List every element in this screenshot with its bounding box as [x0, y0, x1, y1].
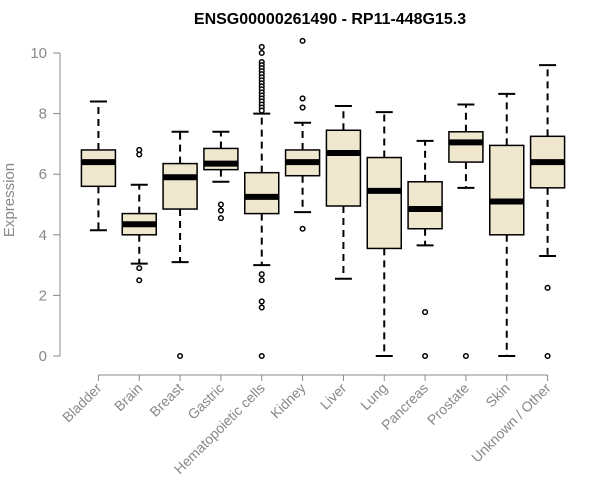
x-tick-label: Prostate [424, 380, 472, 428]
outlier-point [217, 201, 224, 208]
outlier-point [299, 104, 306, 111]
boxes-group [80, 37, 566, 360]
box-iqr [407, 181, 443, 230]
box-skin [489, 92, 525, 357]
box-breast [162, 130, 198, 360]
outlier-point [258, 352, 265, 360]
outlier-point [422, 309, 429, 316]
x-tick-label: Brain [111, 380, 145, 414]
y-tick-label: 0 [39, 348, 47, 365]
outlier-point [258, 271, 265, 278]
outlier-point [422, 352, 429, 360]
y-tick-label: 4 [39, 227, 47, 244]
box-bladder [80, 100, 117, 232]
box-iqr [448, 131, 484, 163]
outlier-point [258, 277, 265, 284]
box-iqr [325, 129, 362, 207]
box-hematopoietic-cells [244, 43, 280, 360]
x-tick-label: Kidney [267, 380, 309, 422]
y-tick-label: 2 [39, 287, 47, 304]
outlier-point [299, 225, 306, 232]
box-prostate [448, 103, 484, 360]
box-iqr [366, 156, 402, 250]
chart-title: ENSG00000261490 - RP11-448G15.3 [194, 11, 466, 28]
outlier-point [177, 352, 184, 360]
box-liver [325, 105, 362, 280]
box-gastric [203, 130, 239, 222]
outlier-point [462, 352, 469, 360]
outlier-point [544, 352, 551, 360]
box-iqr [244, 171, 280, 215]
y-axis-label: Expression [1, 163, 18, 237]
outlier-point [258, 304, 265, 311]
outlier-point [258, 43, 265, 50]
box-pancreas [407, 139, 443, 360]
box-unknown-other [529, 64, 566, 360]
outlier-point [258, 298, 265, 305]
outlier-point [544, 284, 551, 291]
box-iqr [162, 162, 198, 210]
x-tick-label: Bladder [59, 380, 105, 426]
x-tick-label: Breast [146, 380, 186, 420]
outlier-point [136, 146, 143, 154]
x-tick-label: Lung [357, 380, 390, 413]
outlier-point [217, 215, 224, 222]
outlier-point [136, 265, 143, 272]
outlier-point [299, 95, 306, 102]
y-tick-label: 8 [39, 106, 47, 123]
box-iqr [80, 149, 117, 188]
y-axis: 0 2 4 6 8 10 [30, 45, 61, 365]
x-tick-label: Skin [482, 380, 513, 411]
outlier-point [299, 37, 306, 44]
y-tick-label: 6 [39, 166, 47, 183]
x-tick-label: Liver [317, 380, 350, 413]
outlier-point [217, 207, 224, 214]
y-tick-label: 10 [30, 45, 47, 62]
outlier-point [258, 49, 265, 57]
outlier-point [136, 277, 143, 284]
box-iqr [489, 144, 525, 236]
box-lung [366, 111, 402, 357]
box-brain [121, 146, 157, 284]
outlier-point [258, 107, 265, 114]
box-kidney [284, 37, 321, 232]
